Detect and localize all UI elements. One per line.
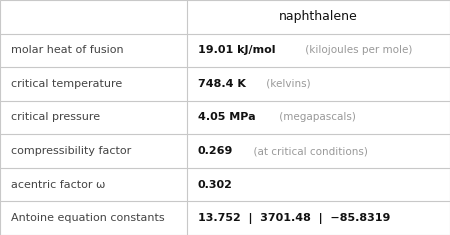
Text: 19.01 kJ/mol: 19.01 kJ/mol	[198, 45, 275, 55]
Text: 0.302: 0.302	[198, 180, 233, 190]
Text: (kilojoules per mole): (kilojoules per mole)	[302, 45, 412, 55]
Text: (megapascals): (megapascals)	[276, 113, 356, 122]
Text: 0.269: 0.269	[198, 146, 234, 156]
Text: acentric factor ω: acentric factor ω	[11, 180, 106, 190]
Text: compressibility factor: compressibility factor	[11, 146, 131, 156]
Text: 748.4 K: 748.4 K	[198, 79, 246, 89]
Text: Antoine equation constants: Antoine equation constants	[11, 213, 165, 223]
Text: 13.752  |  3701.48  |  −85.8319: 13.752 | 3701.48 | −85.8319	[198, 213, 391, 224]
Text: naphthalene: naphthalene	[279, 10, 358, 23]
Text: (kelvins): (kelvins)	[263, 79, 311, 89]
Text: critical temperature: critical temperature	[11, 79, 122, 89]
Text: 4.05 MPa: 4.05 MPa	[198, 113, 256, 122]
Text: critical pressure: critical pressure	[11, 113, 100, 122]
Text: molar heat of fusion: molar heat of fusion	[11, 45, 124, 55]
Text: (at critical conditions): (at critical conditions)	[247, 146, 368, 156]
